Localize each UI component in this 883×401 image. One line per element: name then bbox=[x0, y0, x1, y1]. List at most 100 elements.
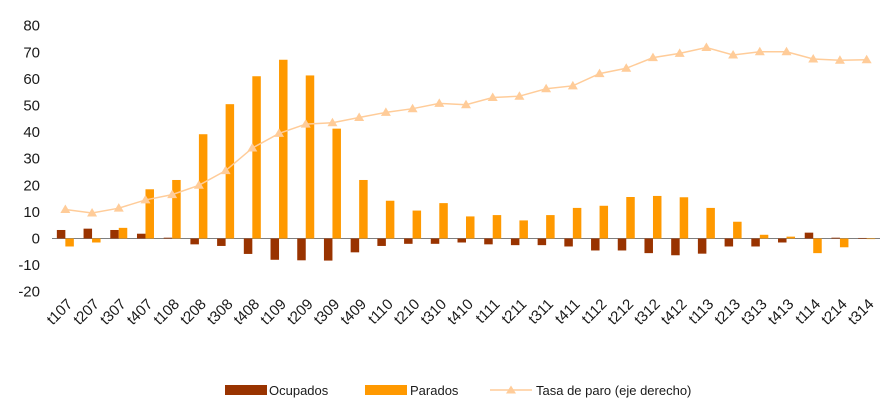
x-tick-label: t411 bbox=[552, 296, 584, 328]
bar-ocupados-t214 bbox=[831, 237, 840, 239]
tasa-de-paro-marker-t110 bbox=[380, 107, 391, 116]
bar-ocupados-t413 bbox=[778, 238, 787, 243]
tasa-de-paro-line bbox=[65, 46, 867, 214]
x-tick-label: t107 bbox=[44, 296, 77, 329]
bar-parados-t207 bbox=[92, 238, 101, 243]
x-tick-label: t311 bbox=[525, 296, 557, 328]
x-tick-label: t210 bbox=[391, 296, 424, 329]
bar-parados-t112 bbox=[599, 205, 609, 239]
y-tick-label: -20 bbox=[18, 284, 40, 301]
bar-ocupados-t312 bbox=[644, 238, 653, 254]
bar-ocupados-t407 bbox=[136, 233, 146, 239]
tasa-de-paro-marker-t407 bbox=[140, 194, 151, 204]
tasa-de-paro-marker-t208 bbox=[193, 180, 204, 189]
bar-parados-t107 bbox=[65, 238, 74, 247]
bar-parados-t313 bbox=[759, 234, 769, 239]
x-tick-label: t110 bbox=[365, 296, 397, 328]
bar-ocupados-t209 bbox=[297, 238, 306, 261]
bar-parados-t409 bbox=[359, 179, 368, 239]
bar-ocupados-t308 bbox=[217, 238, 226, 246]
x-tick-label: t310 bbox=[417, 296, 450, 329]
bar-ocupados-t109 bbox=[270, 238, 280, 260]
x-tick-label: t109 bbox=[257, 296, 290, 329]
x-tick-label: t408 bbox=[230, 296, 263, 329]
bar-ocupados-t208 bbox=[190, 238, 199, 245]
tasa-de-paro-marker-t211 bbox=[514, 91, 525, 100]
y-tick-label: 0 bbox=[32, 231, 40, 248]
x-tick-label: t314 bbox=[845, 296, 878, 329]
y-axis: -20 -10 0 10 20 30 40 50 60 70 80 bbox=[18, 18, 40, 301]
bar-ocupados-t412 bbox=[671, 238, 680, 256]
x-tick-label: t108 bbox=[150, 296, 183, 329]
bar-parados-t311 bbox=[546, 215, 555, 239]
bar-ocupados-t314 bbox=[858, 237, 867, 239]
tasa-de-paro-marker-t111 bbox=[487, 92, 498, 102]
bar-ocupados-t210 bbox=[404, 238, 413, 244]
tasa-de-paro-marker-t209 bbox=[300, 119, 311, 128]
x-tick-label: t114 bbox=[792, 296, 824, 328]
tasa-de-paro-marker-t207 bbox=[87, 207, 98, 217]
tasa-de-paro-marker-t412 bbox=[674, 48, 685, 57]
y-tick-label: -10 bbox=[18, 257, 40, 274]
x-tick-label: t113 bbox=[685, 296, 717, 328]
tasa-de-paro-marker-t214 bbox=[834, 55, 845, 64]
bar-parados-t114 bbox=[813, 238, 822, 254]
tasa-de-paro-marker-t307 bbox=[113, 203, 124, 212]
x-tick-label: t208 bbox=[177, 296, 210, 329]
bar-parados-t310 bbox=[439, 203, 448, 239]
bar-ocupados-t213 bbox=[724, 238, 734, 247]
tasa-de-paro-marker-t114 bbox=[808, 53, 819, 63]
x-tick-label: t412 bbox=[658, 296, 691, 329]
legend-label-tasa: Tasa de paro (eje derecho) bbox=[536, 383, 691, 398]
tasa-de-paro-marker-t107 bbox=[60, 204, 71, 214]
legend-label-parados: Parados bbox=[410, 383, 459, 398]
y-tick-label: 30 bbox=[23, 151, 40, 168]
bar-ocupados-t411 bbox=[564, 238, 573, 247]
x-tick-label: t313 bbox=[738, 296, 771, 329]
bar-parados-t411 bbox=[572, 207, 582, 239]
bar-ocupados-t310 bbox=[430, 238, 440, 244]
x-tick-label: t308 bbox=[204, 296, 237, 329]
bar-parados-t214 bbox=[839, 238, 849, 248]
bar-parados-t211 bbox=[519, 220, 528, 239]
x-tick-label: t307 bbox=[97, 296, 130, 329]
tasa-de-paro-marker-t309 bbox=[327, 117, 338, 127]
y-tick-label: 20 bbox=[23, 177, 40, 194]
bar-parados-t212 bbox=[626, 197, 635, 239]
bar-ocupados-t311 bbox=[537, 238, 547, 246]
tasa-de-paro-marker-t312 bbox=[647, 52, 658, 62]
legend: Ocupados Parados Tasa de paro (eje derec… bbox=[225, 383, 691, 398]
bar-parados-t109 bbox=[279, 59, 288, 239]
tasa-de-paro-marker-t308 bbox=[220, 165, 231, 175]
tasa-de-paro-marker-t310 bbox=[434, 98, 445, 107]
x-tick-label: t211 bbox=[498, 296, 530, 328]
x-tick-label: t410 bbox=[444, 296, 477, 329]
y-tick-label: 60 bbox=[23, 71, 40, 88]
bar-ocupados-t410 bbox=[457, 238, 466, 243]
bar-ocupados-t309 bbox=[323, 238, 333, 261]
tasa-de-paro-marker-t109 bbox=[274, 128, 285, 137]
x-tick-label: t309 bbox=[311, 296, 344, 329]
legend-swatch-ocupados bbox=[225, 385, 267, 395]
y-tick-label: 70 bbox=[23, 44, 40, 61]
x-tick-label: t212 bbox=[604, 296, 637, 329]
bar-parados-t412 bbox=[679, 197, 689, 239]
tasa-de-paro-marker-t112 bbox=[594, 68, 605, 78]
bar-ocupados-t114 bbox=[804, 232, 814, 239]
bar-parados-t407 bbox=[145, 189, 154, 239]
bar-parados-t110 bbox=[385, 200, 395, 239]
bar-parados-t408 bbox=[252, 76, 261, 239]
bar-parados-t108 bbox=[172, 179, 181, 239]
bar-ocupados-t207 bbox=[83, 228, 93, 239]
tasa-de-paro-marker-t313 bbox=[754, 46, 765, 56]
legend-label-ocupados: Ocupados bbox=[269, 383, 329, 398]
bar-ocupados-t113 bbox=[697, 238, 707, 254]
tasa-de-paro-marker-t210 bbox=[407, 103, 418, 113]
tasa-de-paro-marker-t408 bbox=[247, 143, 258, 152]
x-tick-label: t214 bbox=[818, 296, 851, 329]
bar-parados-t113 bbox=[706, 207, 715, 239]
bar-ocupados-t111 bbox=[484, 238, 493, 245]
legend-swatch-parados bbox=[365, 385, 407, 395]
tasa-de-paro-marker-t409 bbox=[354, 112, 365, 121]
